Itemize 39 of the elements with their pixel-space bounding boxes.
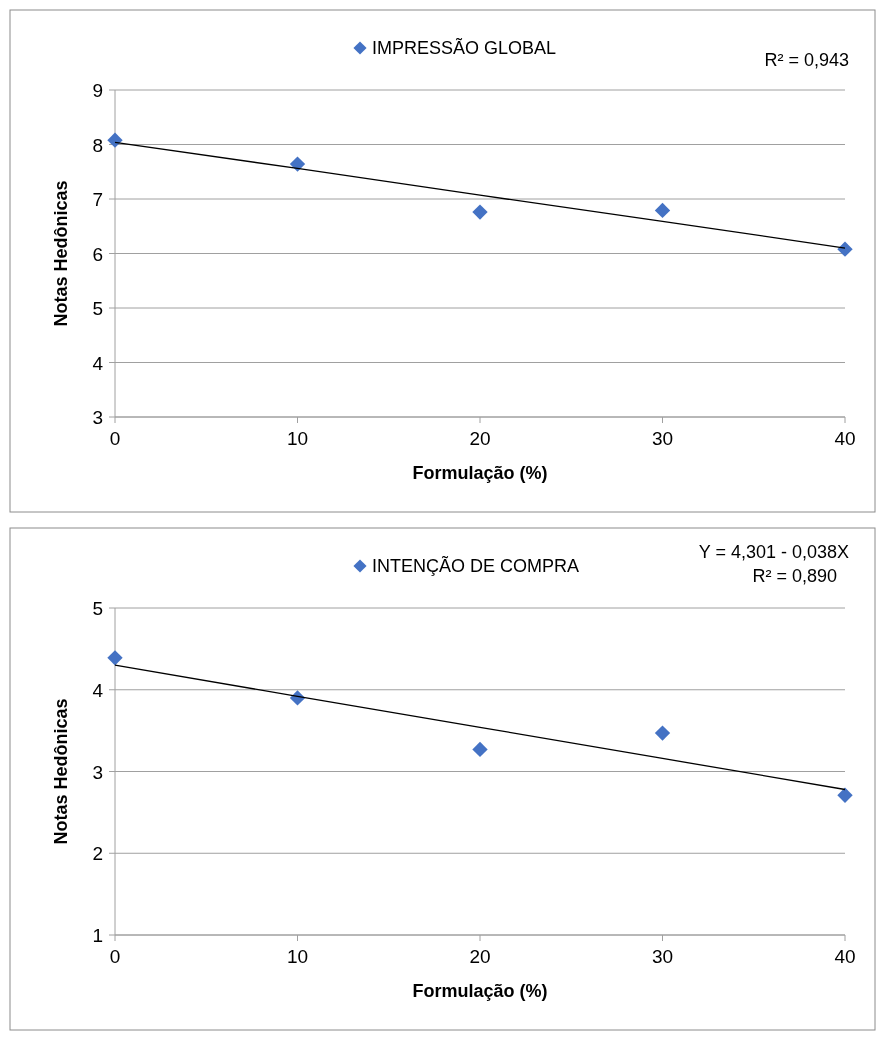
x-tick-label: 40 <box>834 428 856 449</box>
y-tick-label: 9 <box>92 80 103 101</box>
x-tick-label: 30 <box>651 428 674 449</box>
y-tick-label: 8 <box>92 134 103 156</box>
y-tick-label: 7 <box>92 189 103 210</box>
x-tick-label: 40 <box>834 946 856 967</box>
point <box>654 725 671 741</box>
y-tick-label: 6 <box>92 243 103 265</box>
y-tick-label: 1 <box>92 925 103 946</box>
y-axis-title: Notas Hedônicas <box>51 180 71 327</box>
y-tick-label: 4 <box>92 352 104 374</box>
point <box>289 156 306 172</box>
x-tick-label: 0 <box>109 428 121 449</box>
y-tick-label: 3 <box>92 407 103 428</box>
text: R² = 0,943 <box>764 50 849 70</box>
x-tick-label: 20 <box>469 946 491 967</box>
point <box>107 132 123 148</box>
point <box>472 741 488 758</box>
point <box>472 204 488 220</box>
x-axis-title: Formulação (%) <box>412 463 548 483</box>
y-tick-label: 3 <box>92 761 103 783</box>
y-tick-label: 5 <box>92 598 103 619</box>
legend-label: INTENÇÃO DE COMPRA <box>372 555 580 576</box>
x-tick-label: 10 <box>286 946 309 967</box>
text: R² = 0,890 <box>752 566 837 586</box>
x-tick-label: 30 <box>651 946 674 967</box>
x-tick-label: 0 <box>109 946 121 967</box>
point <box>837 787 853 803</box>
point <box>107 650 123 666</box>
text: Y = 4,301 - 0,038X <box>698 542 849 562</box>
y-tick-label: 2 <box>92 843 103 865</box>
x-axis-title: Formulação (%) <box>412 981 548 1001</box>
y-tick-label: 5 <box>92 298 103 319</box>
y-axis-title: Notas Hedônicas <box>51 698 71 845</box>
legend-label: IMPRESSÃO GLOBAL <box>372 37 557 58</box>
x-tick-label: 10 <box>286 428 309 449</box>
x-tick-label: 20 <box>469 428 491 449</box>
y-tick-label: 4 <box>92 679 104 701</box>
point <box>654 202 671 219</box>
